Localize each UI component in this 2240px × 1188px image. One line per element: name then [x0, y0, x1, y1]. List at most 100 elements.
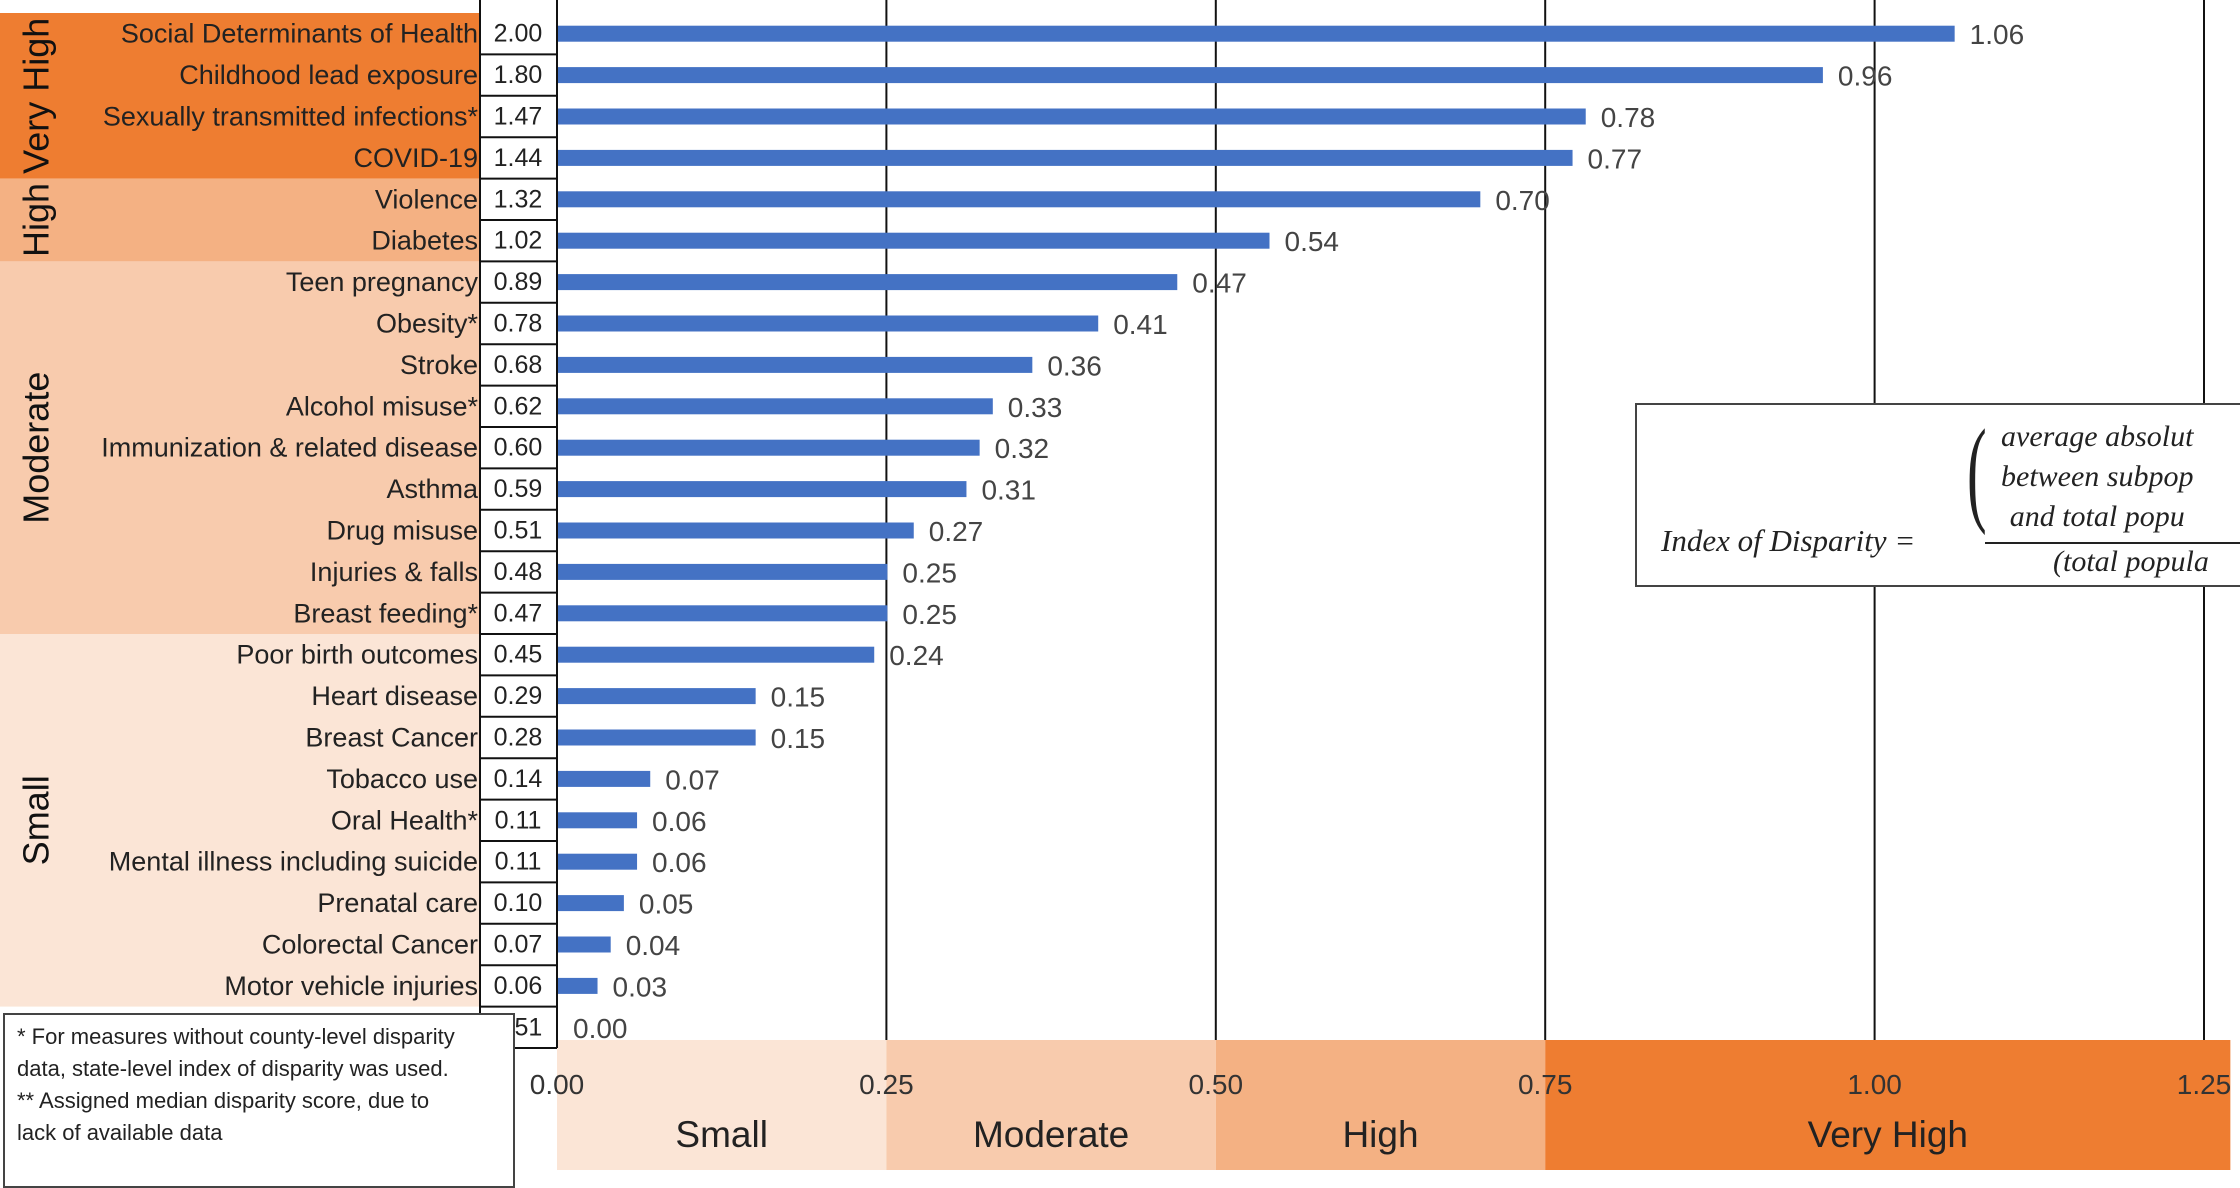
group-label: Moderate [16, 372, 57, 524]
bar [558, 770, 651, 787]
bar-value-label: 0.06 [652, 806, 707, 837]
bar-value-label: 0.24 [889, 640, 944, 671]
footnote-line: * For measures without county-level disp… [17, 1024, 455, 1049]
measure-label: Breast feeding* [293, 598, 478, 628]
severity-band [886, 1040, 1216, 1170]
disparity-score: 1.44 [494, 144, 543, 172]
disparity-score: 0.78 [494, 310, 543, 338]
bar-value-label: 0.25 [902, 599, 957, 630]
measure-label: Motor vehicle injuries [224, 971, 478, 1001]
disparity-score: 1.80 [494, 61, 543, 89]
bar [558, 812, 638, 829]
bar-value-label: 0.04 [626, 930, 681, 961]
measure-label: Asthma [386, 474, 479, 504]
x-tick-label: 1.00 [1847, 1069, 1902, 1100]
disparity-score: 0.45 [494, 641, 543, 669]
bar-value-label: 0.33 [1008, 392, 1063, 423]
severity-band [557, 1040, 887, 1170]
measure-label: Alcohol misuse* [286, 391, 479, 421]
measure-rows: Social Determinants of Health 2.00 1.06 Chi… [101, 0, 2024, 1049]
disparity-score: 0.14 [494, 765, 543, 793]
bar [558, 936, 611, 953]
x-tick-label: 0.25 [859, 1069, 914, 1100]
group-band [0, 261, 480, 634]
bar [558, 149, 1573, 166]
disparity-score: 0.10 [494, 889, 543, 917]
measure-label: Breast Cancer [305, 723, 478, 753]
category-groups: Very High High Moderate Small [0, 13, 480, 1007]
formula-denominator: (total popula [2053, 545, 2209, 578]
bar-value-label: 0.31 [981, 475, 1036, 506]
disparity-score: 0.51 [494, 517, 543, 545]
bar [558, 439, 980, 456]
disparity-score: 0.29 [494, 682, 543, 710]
group-label: Small [16, 775, 57, 865]
bar [558, 315, 1099, 332]
bar-value-label: 0.00 [573, 1013, 628, 1044]
measure-label: Social Determinants of Health [121, 19, 478, 49]
bar-value-label: 0.15 [771, 723, 826, 754]
disparity-score: 0.47 [494, 599, 543, 627]
bar-value-label: 0.47 [1192, 268, 1247, 299]
footnote-line: ** Assigned median disparity score, due … [17, 1088, 430, 1113]
formula-numerator-line: average absolut [2001, 420, 2194, 453]
bar-value-label: 0.05 [639, 889, 694, 920]
bar-value-label: 0.32 [995, 433, 1050, 464]
formula-lhs: Index of Disparity = [1661, 523, 1916, 558]
measure-label: Tobacco use [326, 764, 478, 794]
bar-value-label: 0.06 [652, 847, 707, 878]
formula-numerator-line: between subpop [2001, 460, 2194, 493]
bar-value-label: 0.78 [1601, 102, 1656, 133]
disparity-score: 0.06 [494, 972, 543, 1000]
measure-label: Diabetes [371, 226, 478, 256]
severity-band-label: Small [675, 1114, 768, 1155]
measure-label: Teen pregnancy [286, 267, 479, 297]
measure-label: COVID-19 [353, 143, 478, 173]
measure-label: Violence [375, 184, 478, 214]
measure-label: Sexually transmitted infections* [103, 102, 479, 132]
group-band [0, 634, 480, 1007]
disparity-score: 0.60 [494, 434, 543, 462]
measure-label: Stroke [400, 350, 478, 380]
x-tick-label: 0.50 [1189, 1069, 1244, 1100]
measure-label: Colorectal Cancer [262, 930, 478, 960]
group-band [0, 13, 480, 179]
severity-band [1215, 1040, 1546, 1170]
severity-bands: Small Moderate High Very High [557, 1040, 2231, 1170]
disparity-score: 2.00 [494, 20, 543, 48]
x-tick-label: 0.75 [1518, 1069, 1573, 1100]
bar [558, 522, 914, 539]
disparity-score: 0.11 [495, 848, 542, 876]
bar-value-label: 0.15 [771, 682, 826, 713]
bar-value-label: 0.07 [665, 764, 720, 795]
severity-band [1545, 1040, 2231, 1170]
bar [558, 481, 967, 498]
formula-fraction-bar [1985, 542, 2240, 544]
disparity-score: 0.28 [494, 724, 543, 752]
bar-value-label: 0.25 [902, 557, 957, 588]
disparity-score: 0.59 [494, 475, 543, 503]
disparity-score: 0.89 [494, 268, 543, 296]
bar [558, 25, 1955, 42]
severity-band-label: High [1342, 1114, 1418, 1155]
measure-label: Obesity* [376, 309, 479, 339]
bar [558, 108, 1586, 125]
footnote-box: * For measures without county-level disp… [3, 1013, 515, 1188]
bar-value-label: 0.54 [1285, 226, 1340, 257]
disparity-score: 0.07 [494, 931, 543, 959]
disparity-score: 1.47 [494, 103, 543, 131]
measure-label: Oral Health* [331, 805, 479, 835]
bar-value-label: 0.70 [1495, 185, 1550, 216]
x-tick-label: 1.25 [2177, 1069, 2232, 1100]
bar [558, 191, 1481, 208]
x-axis-ticks: 0.00 0.25 0.50 0.75 1.00 1.25 [530, 1069, 2232, 1100]
bar-value-label: 0.27 [929, 516, 984, 547]
disparity-score: 0.48 [494, 558, 543, 586]
bar [558, 274, 1178, 291]
group-label: High [16, 183, 57, 257]
bar [558, 688, 756, 705]
severity-band-label: Very High [1808, 1114, 1968, 1155]
bar [558, 895, 624, 912]
measure-label: Mental illness including suicide [109, 847, 478, 877]
bar-value-label: 0.96 [1838, 61, 1893, 92]
